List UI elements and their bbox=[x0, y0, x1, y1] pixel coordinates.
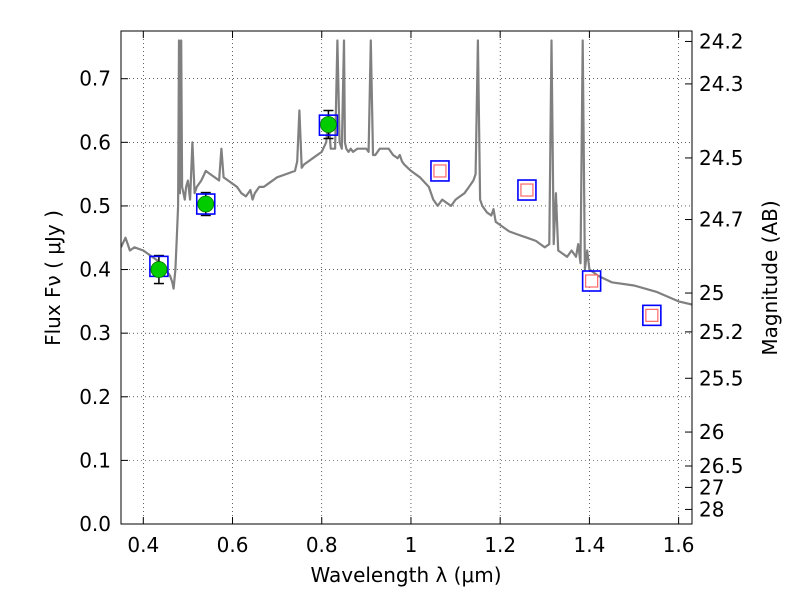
model-photometry-marker bbox=[430, 160, 450, 182]
model-photometry-marker bbox=[195, 193, 216, 215]
upper-limit-marker bbox=[645, 308, 659, 322]
y-tick-label: 0.4 bbox=[79, 258, 111, 282]
y-axis-label: Flux Fν ( μJy ) bbox=[41, 210, 65, 346]
x-tick-label: 0.4 bbox=[127, 533, 159, 557]
magnitude-tick-label: 26.5 bbox=[699, 454, 744, 478]
magnitude-tick-label: 24.3 bbox=[699, 72, 744, 96]
model-photometry-marker bbox=[517, 179, 537, 201]
magnitude-tick-label: 26 bbox=[699, 420, 724, 444]
axis-ticks: 0.4 0.6 0.8 1 1.2 1.4 1.6 0.0 0.1 0.2 0.3 0.4 0.5 0.6… bbox=[79, 29, 743, 557]
y-tick-label: 0.0 bbox=[79, 512, 111, 536]
x-tick-label: 0.8 bbox=[306, 533, 338, 557]
y-tick-label: 0.7 bbox=[79, 67, 111, 91]
x-tick-label: 1.6 bbox=[663, 533, 695, 557]
upper-limit-marker bbox=[433, 164, 447, 178]
y-tick-label: 0.5 bbox=[79, 194, 111, 218]
y-tick-label: 0.1 bbox=[79, 448, 111, 472]
magnitude-tick-label: 27 bbox=[699, 475, 724, 499]
right-axis-label: Magnitude (AB) bbox=[758, 200, 782, 355]
x-tick-label: 1 bbox=[405, 533, 418, 557]
x-tick-label: 1.2 bbox=[484, 533, 516, 557]
x-tick-label: 0.6 bbox=[217, 533, 249, 557]
magnitude-tick-label: 24.7 bbox=[699, 208, 744, 232]
upper-limit-marker bbox=[520, 183, 534, 197]
x-tick-label: 1.4 bbox=[573, 533, 605, 557]
plot-area bbox=[121, 39, 692, 327]
magnitude-tick-label: 28 bbox=[699, 497, 724, 521]
observed-photometry-point bbox=[197, 195, 215, 213]
model-photometry-marker bbox=[318, 114, 339, 136]
y-tick-label: 0.3 bbox=[79, 321, 111, 345]
observed-photometry-point bbox=[320, 116, 337, 133]
upper-limit-marker bbox=[585, 274, 599, 288]
magnitude-tick-label: 24.5 bbox=[699, 146, 744, 170]
model-photometry-marker bbox=[581, 270, 602, 292]
magnitude-tick-label: 25 bbox=[699, 281, 724, 305]
model-photometry-marker bbox=[642, 304, 662, 327]
y-tick-label: 0.2 bbox=[79, 385, 111, 409]
magnitude-tick-label: 25.2 bbox=[699, 320, 744, 344]
magnitude-tick-label: 24.2 bbox=[699, 29, 744, 53]
spectrum-line bbox=[121, 39, 692, 306]
x-axis-label: Wavelength λ (μm) bbox=[310, 563, 501, 587]
observed-photometry-point bbox=[150, 261, 168, 278]
magnitude-tick-label: 25.5 bbox=[699, 366, 744, 390]
plot-frame bbox=[120, 30, 693, 525]
y-tick-label: 0.6 bbox=[79, 130, 111, 154]
